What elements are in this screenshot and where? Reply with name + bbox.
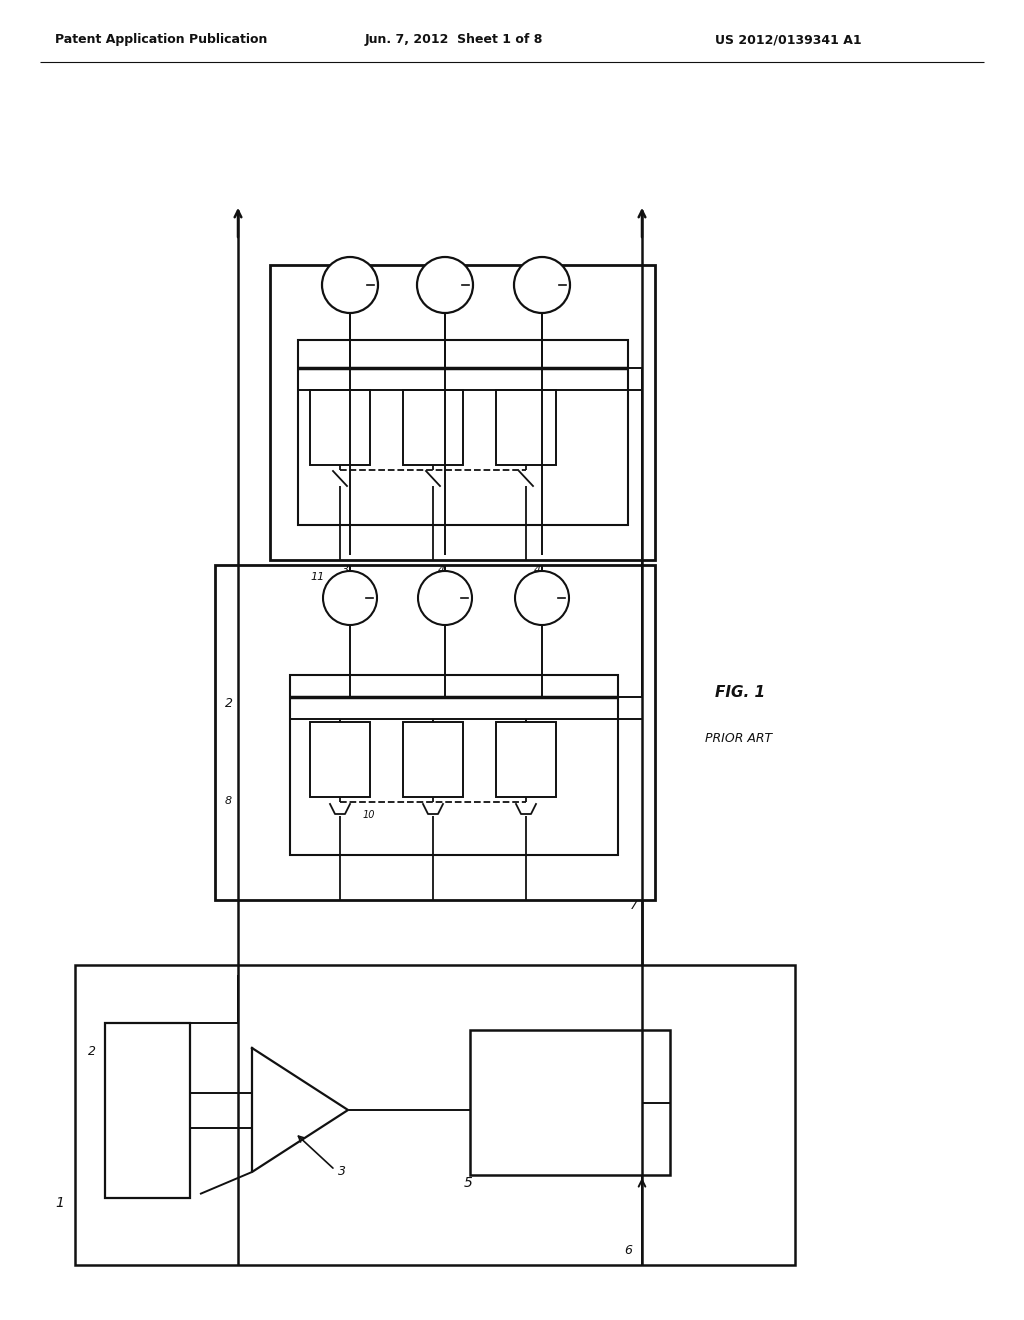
Text: 8: 8: [225, 796, 232, 807]
Bar: [553, 269, 560, 281]
Text: 5: 5: [464, 1176, 473, 1191]
Text: 7: 7: [630, 899, 638, 912]
Bar: [310, 722, 370, 797]
Bar: [270, 265, 655, 560]
Bar: [346, 605, 353, 615]
Bar: [298, 341, 628, 525]
Polygon shape: [252, 1048, 348, 1172]
Bar: [553, 582, 560, 594]
Text: US 2012/0139341 A1: US 2012/0139341 A1: [715, 33, 861, 46]
Bar: [441, 292, 449, 302]
Text: 1: 1: [55, 1196, 63, 1210]
Bar: [310, 389, 370, 465]
Bar: [403, 722, 463, 797]
Bar: [427, 269, 434, 281]
Text: 4: 4: [438, 565, 445, 576]
Text: 2: 2: [88, 1045, 96, 1059]
Bar: [290, 675, 618, 855]
Bar: [524, 582, 531, 594]
Bar: [539, 292, 546, 302]
Text: PRIOR ART: PRIOR ART: [705, 733, 772, 744]
Bar: [332, 582, 339, 594]
Text: 3: 3: [342, 565, 349, 576]
Text: 11: 11: [310, 572, 325, 582]
Text: Patent Application Publication: Patent Application Publication: [55, 33, 267, 46]
Bar: [105, 1023, 190, 1199]
Circle shape: [514, 257, 570, 313]
Bar: [215, 565, 655, 900]
Bar: [496, 389, 556, 465]
Text: 10: 10: [362, 810, 376, 820]
Bar: [346, 292, 353, 302]
Bar: [332, 269, 339, 281]
Bar: [441, 605, 449, 615]
Bar: [470, 1030, 670, 1175]
Bar: [403, 389, 463, 465]
Text: Jun. 7, 2012  Sheet 1 of 8: Jun. 7, 2012 Sheet 1 of 8: [365, 33, 544, 46]
Text: 6: 6: [624, 1243, 632, 1257]
Bar: [456, 582, 463, 594]
Bar: [75, 965, 795, 1265]
Circle shape: [515, 572, 569, 624]
Bar: [539, 605, 546, 615]
Bar: [524, 269, 531, 281]
Circle shape: [322, 257, 378, 313]
Text: 2: 2: [225, 697, 233, 710]
Bar: [427, 582, 434, 594]
Bar: [361, 582, 368, 594]
Bar: [496, 722, 556, 797]
Text: 4: 4: [534, 565, 541, 576]
Circle shape: [418, 572, 472, 624]
Text: FIG. 1: FIG. 1: [715, 685, 765, 700]
Bar: [361, 269, 368, 281]
Circle shape: [417, 257, 473, 313]
Text: 3: 3: [338, 1166, 346, 1177]
Circle shape: [323, 572, 377, 624]
Bar: [456, 269, 463, 281]
